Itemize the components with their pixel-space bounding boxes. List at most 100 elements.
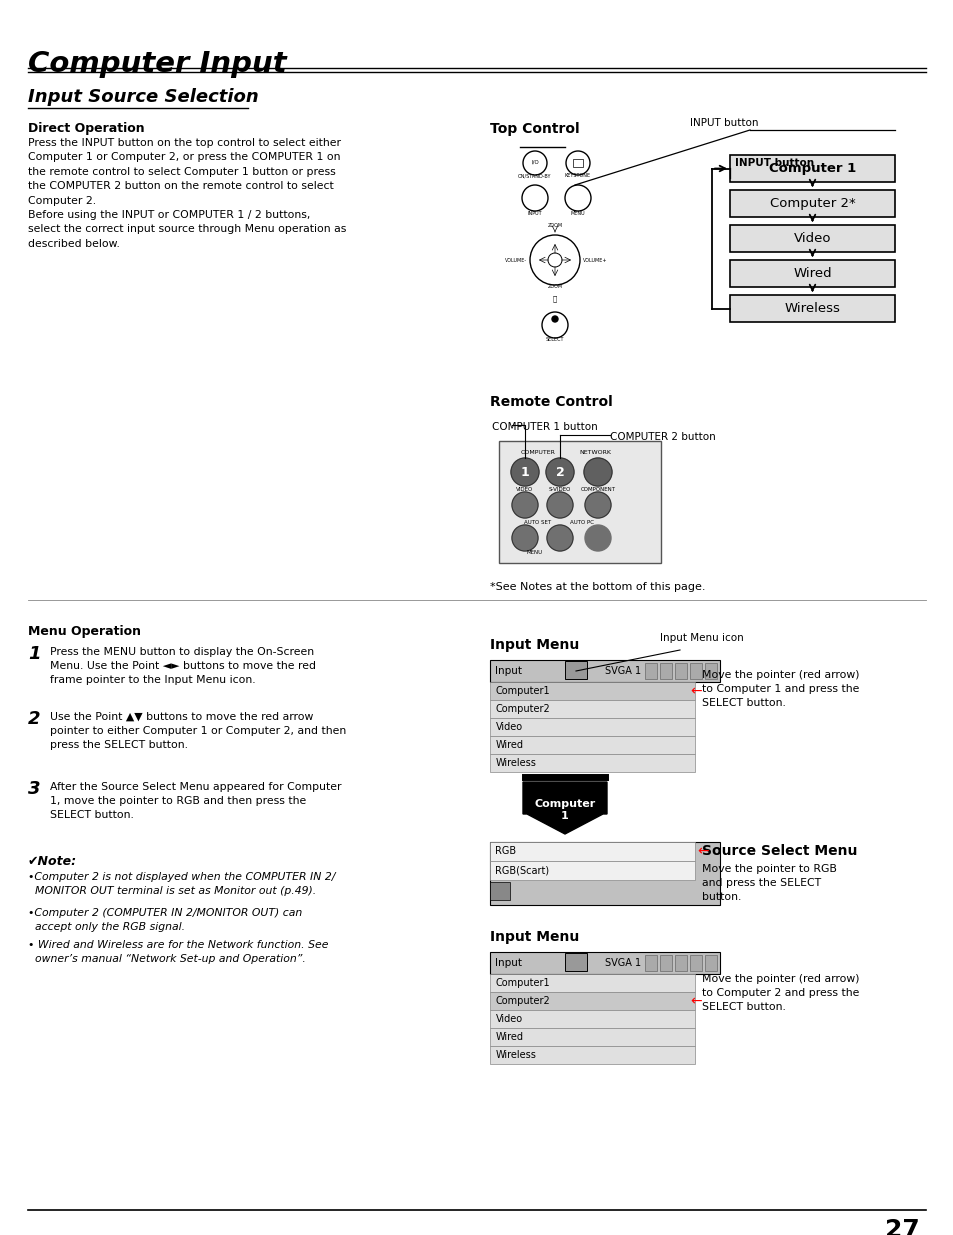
- Text: *See Notes at the bottom of this page.: *See Notes at the bottom of this page.: [490, 582, 705, 592]
- FancyBboxPatch shape: [490, 952, 720, 974]
- FancyBboxPatch shape: [729, 225, 894, 252]
- Circle shape: [552, 316, 558, 322]
- Text: SVGA 1: SVGA 1: [604, 666, 640, 676]
- Circle shape: [584, 492, 610, 517]
- FancyBboxPatch shape: [490, 1028, 695, 1046]
- Text: AUTO PC: AUTO PC: [569, 520, 594, 525]
- Text: •Computer 2 (COMPUTER IN 2/MONITOR OUT) can
  accept only the RGB signal.: •Computer 2 (COMPUTER IN 2/MONITOR OUT) …: [28, 908, 302, 931]
- Text: Remote Control: Remote Control: [490, 395, 612, 409]
- Text: Use the Point ▲▼ buttons to move the red arrow
pointer to either Computer 1 or C: Use the Point ▲▼ buttons to move the red…: [50, 713, 346, 750]
- Text: 2: 2: [555, 466, 564, 478]
- FancyBboxPatch shape: [644, 663, 657, 679]
- Text: VIDEO: VIDEO: [516, 487, 533, 492]
- Circle shape: [512, 492, 537, 517]
- FancyBboxPatch shape: [490, 755, 695, 772]
- Polygon shape: [522, 782, 606, 834]
- Circle shape: [546, 492, 573, 517]
- Text: Source Select Menu: Source Select Menu: [701, 844, 857, 858]
- FancyBboxPatch shape: [490, 736, 695, 755]
- Text: Menu Operation: Menu Operation: [28, 625, 141, 638]
- Text: Input: Input: [495, 958, 521, 968]
- Text: 27: 27: [884, 1218, 919, 1235]
- Text: Input: Input: [495, 666, 521, 676]
- Text: VOLUME+: VOLUME+: [582, 258, 607, 263]
- Text: I/O: I/O: [531, 159, 538, 164]
- Circle shape: [512, 525, 537, 551]
- Text: COMPUTER 1 button: COMPUTER 1 button: [492, 422, 598, 432]
- FancyBboxPatch shape: [644, 955, 657, 971]
- Text: 3: 3: [28, 781, 40, 798]
- Text: Move the pointer (red arrow)
to Computer 1 and press the
SELECT button.: Move the pointer (red arrow) to Computer…: [701, 671, 859, 708]
- Text: ZOOM: ZOOM: [547, 224, 562, 228]
- Text: Direct Operation: Direct Operation: [28, 122, 145, 135]
- FancyBboxPatch shape: [490, 682, 695, 700]
- Text: Computer 2*: Computer 2*: [769, 198, 855, 210]
- Text: SVGA 1: SVGA 1: [604, 958, 640, 968]
- Text: Move the pointer to RGB
and press the SELECT
button.: Move the pointer to RGB and press the SE…: [701, 864, 836, 902]
- FancyBboxPatch shape: [490, 992, 695, 1010]
- Circle shape: [545, 458, 574, 487]
- Text: Top Control: Top Control: [490, 122, 579, 136]
- FancyBboxPatch shape: [729, 190, 894, 217]
- FancyBboxPatch shape: [659, 955, 671, 971]
- Text: Input Menu: Input Menu: [490, 638, 578, 652]
- Text: Wired: Wired: [496, 1032, 523, 1042]
- Text: RGB(Scart): RGB(Scart): [495, 866, 549, 876]
- Text: Wired: Wired: [496, 740, 523, 750]
- FancyBboxPatch shape: [564, 661, 586, 679]
- Text: INPUT button: INPUT button: [734, 158, 813, 168]
- Text: Video: Video: [496, 1014, 522, 1024]
- Text: COMPUTER: COMPUTER: [520, 450, 555, 454]
- Text: RGB: RGB: [495, 846, 516, 857]
- Text: SELECT: SELECT: [545, 337, 563, 342]
- Text: INPUT: INPUT: [527, 211, 541, 216]
- FancyBboxPatch shape: [689, 663, 701, 679]
- Text: 1: 1: [520, 466, 529, 478]
- Text: Input Menu icon: Input Menu icon: [659, 634, 743, 643]
- Text: COMPONENT: COMPONENT: [579, 487, 615, 492]
- Text: Computer 1: Computer 1: [768, 162, 855, 175]
- Circle shape: [546, 525, 573, 551]
- FancyBboxPatch shape: [490, 882, 510, 900]
- Circle shape: [583, 458, 612, 487]
- Text: Wired: Wired: [792, 267, 831, 280]
- Text: MENU: MENU: [570, 211, 585, 216]
- Text: Input Menu: Input Menu: [490, 930, 578, 944]
- Text: Computer1: Computer1: [496, 685, 550, 697]
- Text: Move the pointer (red arrow)
to Computer 2 and press the
SELECT button.: Move the pointer (red arrow) to Computer…: [701, 974, 859, 1011]
- FancyBboxPatch shape: [490, 842, 720, 905]
- Text: ON/STAND-BY: ON/STAND-BY: [517, 173, 551, 178]
- Text: Computer Input: Computer Input: [28, 49, 286, 78]
- FancyBboxPatch shape: [729, 261, 894, 287]
- Text: Video: Video: [496, 722, 522, 732]
- Text: ZOOM: ZOOM: [547, 284, 562, 289]
- FancyBboxPatch shape: [490, 700, 695, 718]
- Text: MENU: MENU: [526, 550, 542, 555]
- Text: ←: ←: [697, 845, 708, 858]
- FancyBboxPatch shape: [498, 441, 660, 563]
- Text: Wireless: Wireless: [496, 1050, 537, 1060]
- FancyBboxPatch shape: [689, 955, 701, 971]
- Text: KEYSTONE: KEYSTONE: [564, 173, 591, 178]
- FancyBboxPatch shape: [675, 955, 686, 971]
- FancyBboxPatch shape: [490, 842, 695, 861]
- FancyBboxPatch shape: [490, 659, 720, 682]
- FancyBboxPatch shape: [564, 953, 586, 971]
- Text: S-VIDEO: S-VIDEO: [548, 487, 571, 492]
- Text: Wireless: Wireless: [783, 303, 840, 315]
- FancyBboxPatch shape: [704, 663, 717, 679]
- Circle shape: [584, 525, 610, 551]
- Text: 2: 2: [28, 710, 40, 727]
- FancyBboxPatch shape: [490, 974, 695, 992]
- FancyBboxPatch shape: [729, 156, 894, 182]
- Text: INPUT button: INPUT button: [689, 119, 758, 128]
- FancyBboxPatch shape: [704, 955, 717, 971]
- Text: Press the MENU button to display the On-Screen
Menu. Use the Point ◄► buttons to: Press the MENU button to display the On-…: [50, 647, 315, 685]
- FancyBboxPatch shape: [490, 861, 695, 881]
- Text: COMPUTER 2 button: COMPUTER 2 button: [609, 432, 715, 442]
- FancyBboxPatch shape: [490, 1046, 695, 1065]
- Text: •Computer 2 is not displayed when the COMPUTER IN 2/
  MONITOR OUT terminal is s: •Computer 2 is not displayed when the CO…: [28, 872, 335, 895]
- FancyBboxPatch shape: [573, 159, 582, 167]
- Text: Computer
1: Computer 1: [534, 799, 595, 821]
- Text: Video: Video: [793, 232, 830, 245]
